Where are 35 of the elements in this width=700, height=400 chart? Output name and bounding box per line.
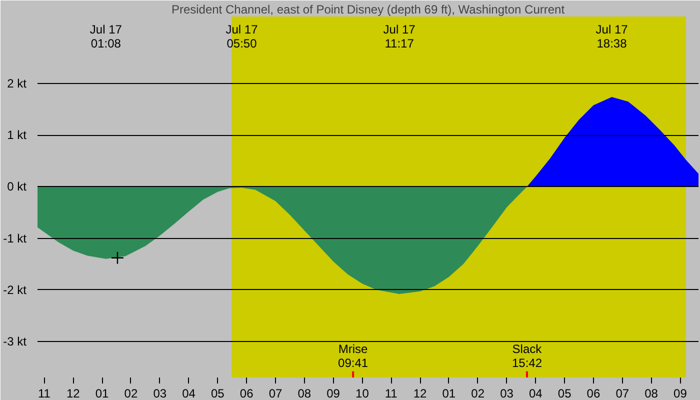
annotation: Slack 15:42: [512, 342, 543, 370]
x-tick-label: 10: [356, 386, 370, 400]
x-tick-label: 01: [95, 386, 110, 400]
x-tick-label: 08: [298, 386, 312, 400]
y-tick-label: 2 kt: [7, 76, 28, 91]
x-tick-label: 04: [528, 386, 543, 400]
y-tick-label: 0 kt: [7, 180, 28, 194]
x-tick-label: 11: [38, 386, 51, 400]
x-tick-label: 03: [153, 386, 167, 400]
x-tick-label: 08: [644, 386, 658, 400]
x-tick-label: 12: [413, 386, 428, 400]
x-tick-label: 06: [586, 386, 600, 400]
annotation: Jul 17 01:08: [90, 22, 122, 51]
chart-title: President Channel, east of Point Disney (depth 69 ft), Washington Current: [171, 2, 566, 16]
x-tick-label: 11: [384, 386, 398, 400]
x-tick-label: 02: [124, 386, 138, 400]
x-tick-label: 06: [240, 386, 254, 400]
x-tick-label: 04: [182, 386, 196, 400]
x-tick-label: 07: [616, 386, 630, 400]
annotation: Mrise 09:41: [338, 342, 368, 370]
x-tick-label: 05: [211, 386, 225, 400]
y-tick-label: 1 kt: [7, 128, 28, 142]
x-tick-label: 12: [66, 386, 80, 400]
y-tick-label: -2 kt: [3, 282, 28, 297]
x-tick-label: 07: [268, 386, 282, 400]
y-tick-label: -1 kt: [3, 231, 28, 246]
y-tick-label: -3 kt: [3, 334, 28, 348]
x-tick-label: 02: [471, 386, 485, 400]
x-tick-label: 09: [674, 386, 688, 400]
x-tick-label: 05: [558, 386, 572, 400]
x-tick-label: 01: [442, 386, 456, 400]
x-tick-label: 09: [326, 386, 340, 400]
annotation: Jul 17 18:38: [596, 22, 628, 51]
x-tick-label: 03: [500, 386, 514, 400]
annotation: Jul 17 11:17: [383, 22, 416, 51]
